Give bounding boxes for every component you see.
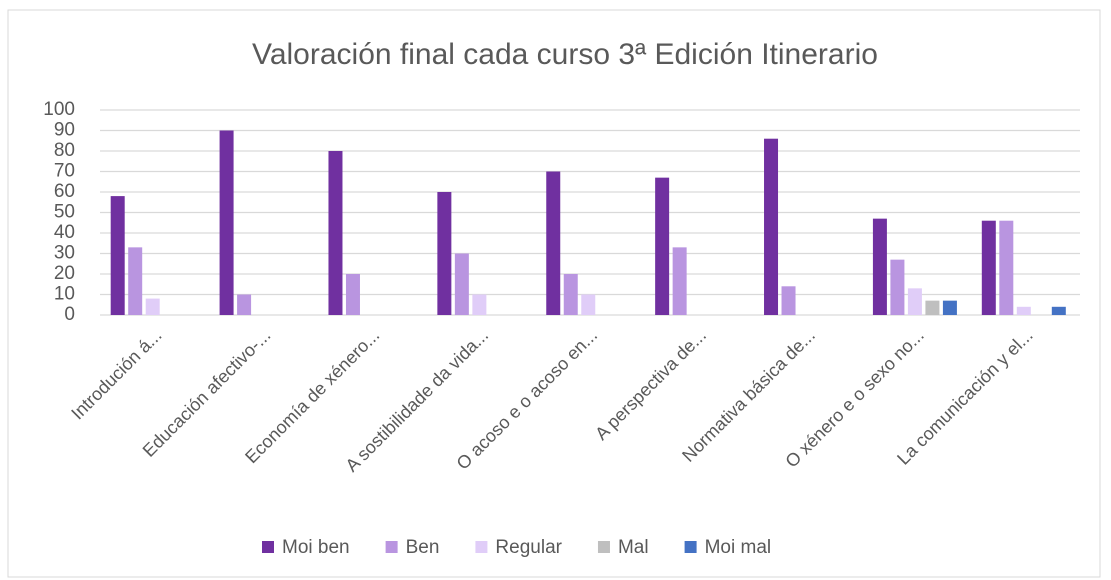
y-tick-label: 70 — [54, 161, 75, 182]
legend-label: Mal — [618, 537, 649, 558]
bar — [942, 300, 957, 315]
bar — [907, 288, 922, 315]
y-tick-label: 100 — [43, 99, 75, 120]
bar — [672, 247, 687, 315]
bar — [890, 259, 905, 315]
y-tick-label: 50 — [54, 202, 75, 223]
bar — [472, 294, 487, 315]
legend-swatch — [597, 541, 610, 553]
legend-label: Moi mal — [705, 537, 772, 558]
legend-swatch — [262, 541, 274, 553]
legend-label: Ben — [406, 537, 440, 558]
bar — [781, 286, 796, 315]
bar — [345, 274, 360, 315]
bar — [328, 151, 343, 315]
legend-label: Moi ben — [282, 537, 350, 558]
y-tick-label: 80 — [54, 140, 75, 161]
legend-swatch — [385, 541, 398, 553]
bar — [981, 220, 996, 315]
bar — [110, 196, 125, 315]
y-tick-label: 60 — [54, 181, 75, 202]
bar — [563, 274, 578, 315]
bar — [128, 247, 143, 315]
bar — [237, 294, 252, 315]
y-tick-label: 0 — [64, 304, 75, 325]
bar — [454, 253, 469, 315]
legend-swatch — [475, 541, 488, 553]
legend-swatch — [684, 541, 697, 553]
y-tick-label: 90 — [54, 120, 75, 141]
bar — [872, 218, 887, 315]
y-tick-label: 30 — [54, 243, 75, 264]
chart-title: Valoración final cada curso 3ª Edición I… — [252, 38, 878, 71]
bar — [925, 300, 940, 315]
y-tick-label: 20 — [54, 263, 75, 284]
bar — [1051, 306, 1066, 315]
bar — [219, 130, 234, 315]
bar — [1016, 306, 1031, 315]
bar — [581, 294, 596, 315]
bar — [546, 171, 561, 315]
legend-label: Regular — [495, 537, 562, 558]
bar — [437, 192, 452, 315]
bar — [999, 220, 1014, 315]
bar — [764, 138, 779, 315]
y-tick-label: 10 — [54, 284, 75, 305]
bar — [145, 298, 160, 315]
y-tick-label: 40 — [54, 222, 75, 243]
bar — [655, 177, 670, 315]
